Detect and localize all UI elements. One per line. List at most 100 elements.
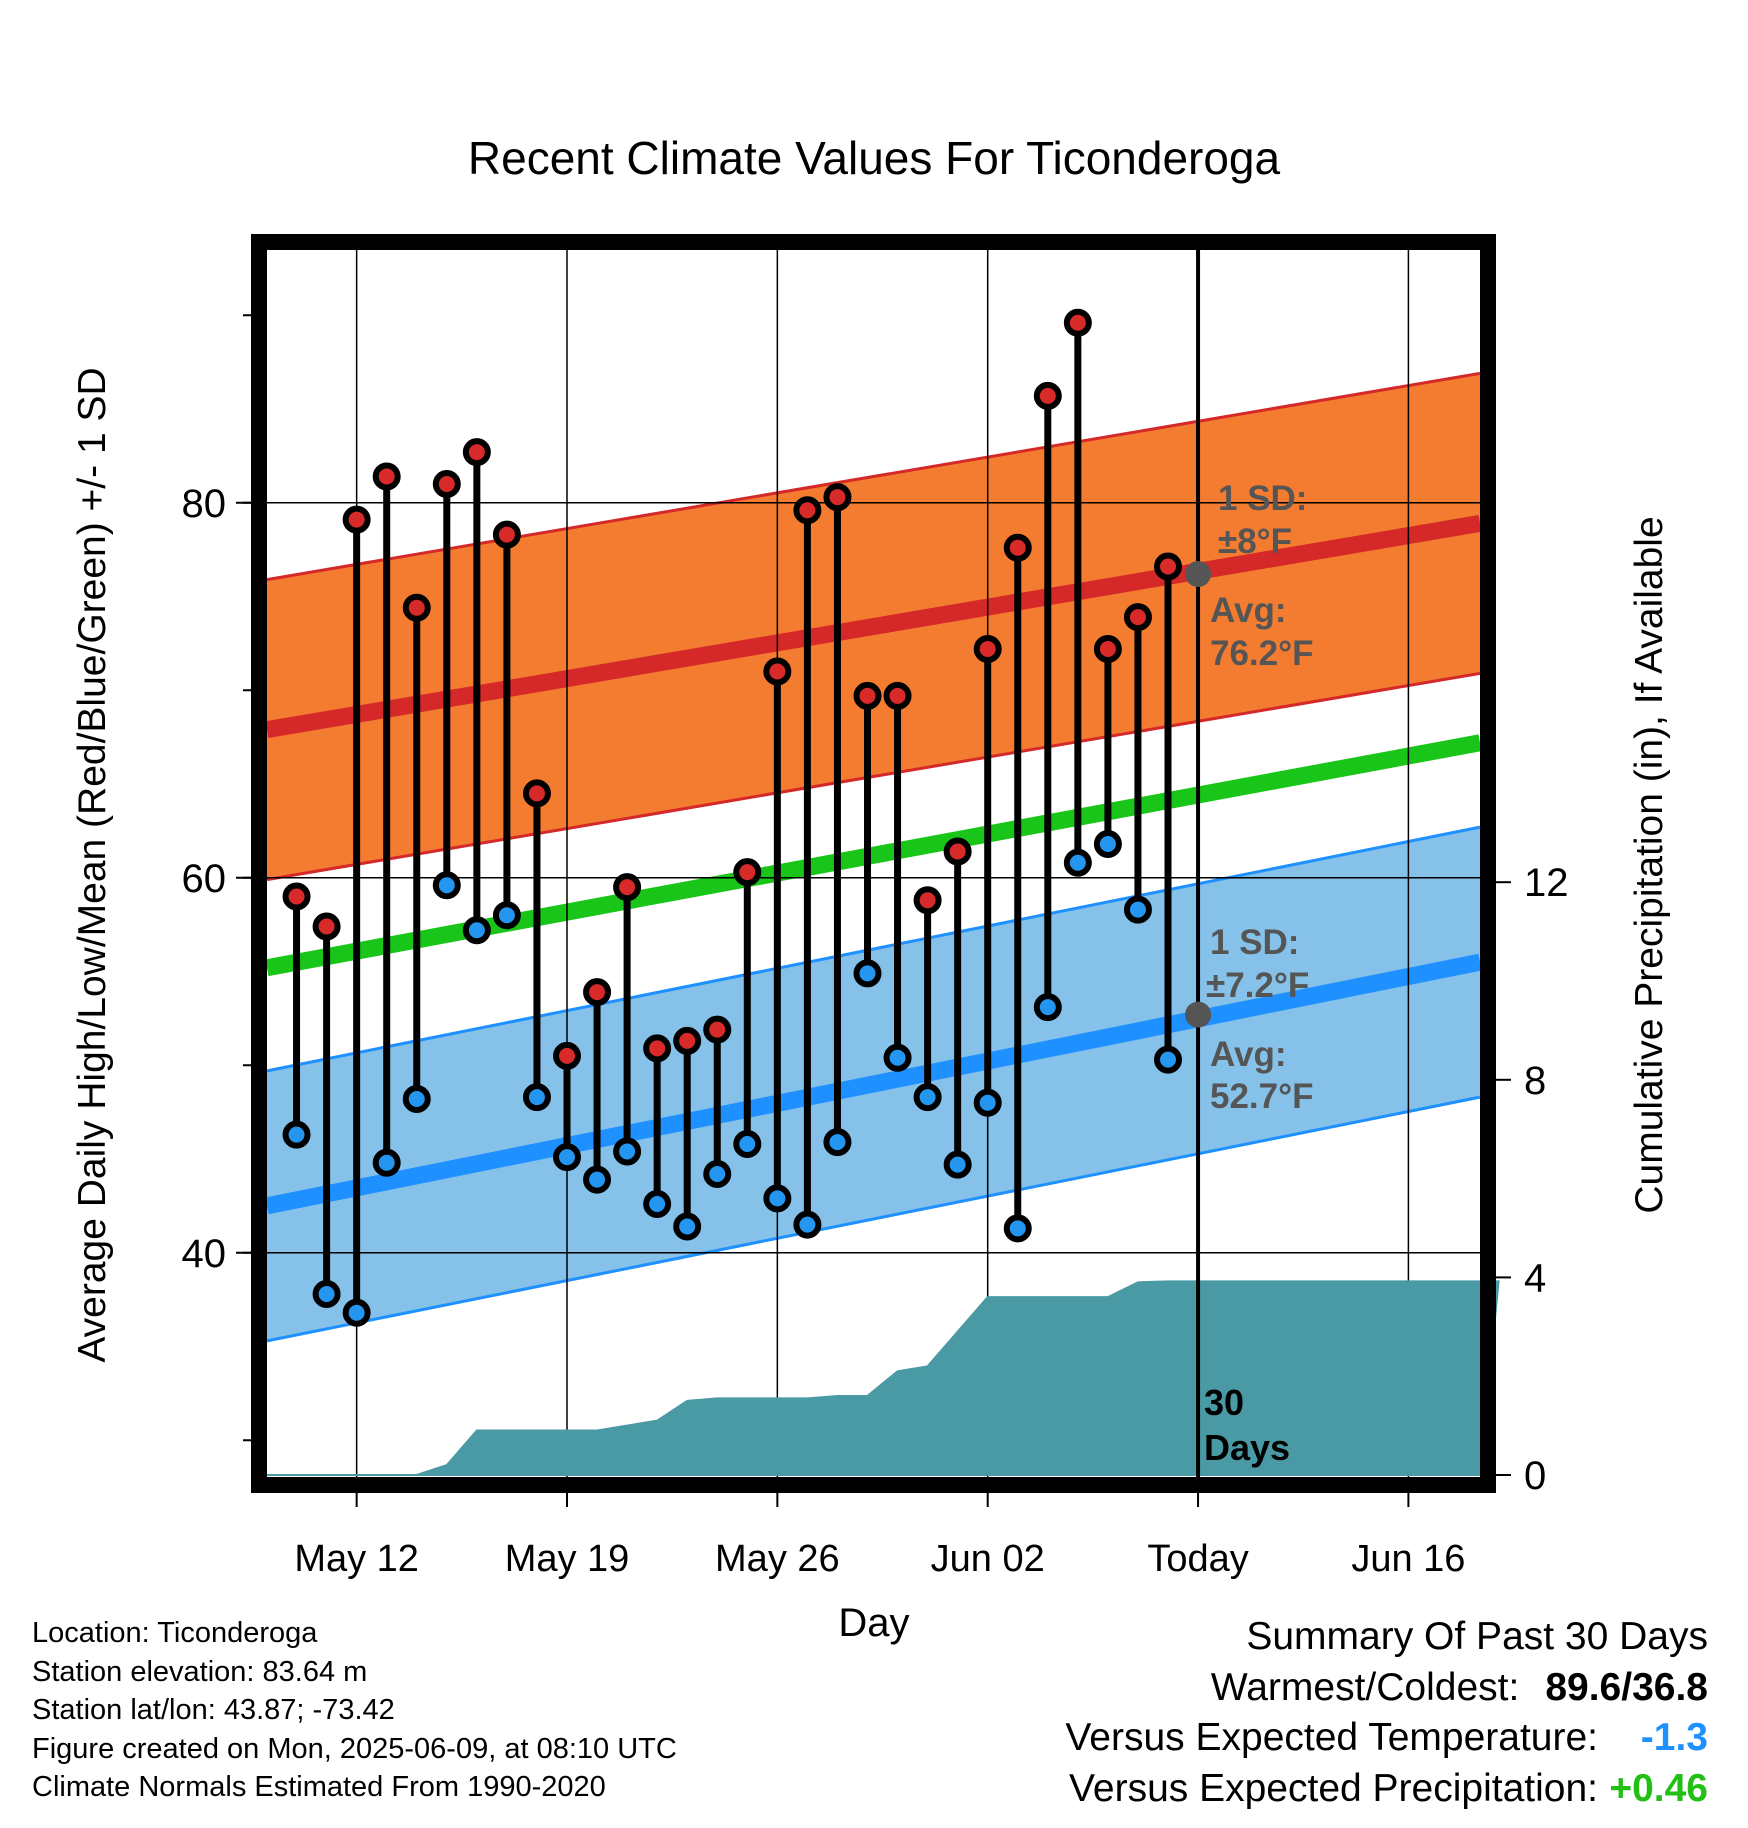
today-high-avg-marker: [1185, 561, 1212, 587]
daily-low-point: [913, 1083, 942, 1112]
daily-low-point: [733, 1130, 762, 1158]
daily-low-point: [282, 1120, 311, 1149]
x-tick-label: May 26: [715, 1538, 840, 1580]
daily-high-point: [1033, 381, 1062, 410]
warmest-row: Warmest/Coldest: 89.6/36.8: [1065, 1663, 1708, 1714]
daily-high-point: [462, 438, 491, 467]
y-tick-label: 80: [182, 482, 227, 526]
normal-high-line: [265, 514, 1482, 739]
x-tick-label: May 19: [505, 1538, 630, 1580]
elevation-text: Station elevation: 83.64 m: [32, 1655, 368, 1688]
daily-low-point: [583, 1165, 612, 1194]
x-tick-label: Jun 02: [931, 1538, 1045, 1580]
y2-tick-label: 12: [1524, 861, 1569, 905]
y2-axis-label: Cumulative Precipitation (in), If Availa…: [1628, 516, 1671, 1213]
daily-high-point: [883, 681, 912, 710]
high-sd-value: ±8°F: [1218, 522, 1292, 561]
daily-low-point: [823, 1128, 852, 1157]
window-days-label: Days: [1204, 1427, 1290, 1468]
normal-high-upper-edge: [266, 371, 1481, 582]
daily-high-point: [763, 657, 792, 686]
daily-low-point: [883, 1043, 912, 1072]
daily-low-point: [553, 1143, 581, 1172]
daily-high-point: [823, 483, 852, 512]
daily-high-point: [1123, 603, 1152, 632]
daily-high-point: [492, 520, 521, 549]
daily-low-point: [973, 1088, 1002, 1117]
low-sd-label: 1 SD:: [1210, 923, 1299, 962]
normal-low-upper-edge: [266, 825, 1481, 1073]
latlon-text: Station lat/lon: 43.87; -73.42: [32, 1694, 395, 1727]
daily-high-point: [432, 470, 461, 498]
temp-value: -1.3: [1640, 1716, 1708, 1759]
daily-high-point: [643, 1034, 672, 1063]
high-avg-label: Avg:: [1210, 591, 1286, 630]
daily-high-point: [793, 496, 822, 525]
daily-high-point: [673, 1026, 702, 1055]
daily-low-point: [1063, 848, 1092, 877]
summary-title: Summary Of Past 30 Days: [1246, 1615, 1708, 1658]
daily-low-point: [522, 1083, 551, 1112]
daily-high-point: [342, 505, 371, 534]
daily-high-point: [1063, 308, 1092, 337]
daily-high-point: [1154, 552, 1182, 581]
precip-label: Versus Expected Precipitation:: [1069, 1766, 1598, 1810]
x-tick-label: Jun 16: [1351, 1538, 1465, 1580]
daily-low-point: [462, 916, 491, 945]
x-tick-label: Today: [1147, 1538, 1248, 1580]
high-sd-label: 1 SD:: [1218, 479, 1307, 518]
y-axis-label: Average Daily High/Low/Mean (Red/Blue/Gr…: [71, 367, 114, 1362]
daily-low-point: [853, 959, 882, 988]
normals-text: Climate Normals Estimated From 1990-2020: [32, 1771, 606, 1804]
normal-low-line: [265, 953, 1482, 1215]
temp-label: Versus Expected Temperature:: [1065, 1716, 1598, 1759]
daily-high-point: [282, 882, 311, 911]
daily-high-point: [553, 1041, 581, 1070]
normal-bands: [265, 371, 1482, 1343]
x-axis-label: Day: [838, 1601, 909, 1645]
precipitation-area: [266, 1280, 1500, 1476]
daily-high-point: [372, 462, 401, 491]
daily-low-point: [643, 1190, 672, 1218]
daily-high-point: [312, 912, 341, 941]
summary-panel: Summary Of Past 30 Days Warmest/Coldest:…: [1065, 1612, 1708, 1814]
daily-low-point: [492, 901, 521, 930]
precip-value: +0.46: [1609, 1766, 1708, 1810]
daily-low-point: [312, 1280, 341, 1308]
daily-low-point: [613, 1137, 642, 1166]
precip-area: [266, 1280, 1500, 1476]
daily-low-point: [372, 1148, 401, 1177]
y2-tick-label: 8: [1524, 1059, 1546, 1103]
daily-low-point: [943, 1150, 972, 1179]
daily-high-point: [613, 873, 642, 902]
daily-high-point: [853, 681, 882, 710]
created-text: Figure created on Mon, 2025-06-09, at 08…: [32, 1732, 677, 1765]
daily-high-point: [522, 779, 551, 808]
daily-high-point: [1003, 533, 1032, 562]
daily-high-point: [703, 1015, 732, 1044]
chart-title: Recent Climate Values For Ticonderoga: [468, 132, 1281, 184]
daily-high-point: [402, 593, 431, 622]
y-tick-label: 40: [182, 1232, 227, 1276]
daily-low-point: [432, 871, 461, 900]
plot-frame: [251, 234, 1496, 1493]
warmest-value: 89.6/36.8: [1545, 1665, 1708, 1709]
warmest-label: Warmest/Coldest:: [1210, 1665, 1520, 1709]
low-avg-label: Avg:: [1210, 1035, 1286, 1074]
precip-row: Versus Expected Precipitation: +0.46: [1065, 1764, 1708, 1815]
daily-low-point: [1123, 895, 1152, 924]
y2-tick-label: 0: [1524, 1454, 1546, 1498]
plot-border: [251, 234, 1496, 1493]
daily-high-point: [583, 978, 612, 1007]
daily-low-point: [763, 1184, 792, 1213]
daily-low-point: [342, 1298, 371, 1327]
daily-low-point: [1003, 1214, 1032, 1243]
daily-low-point: [1154, 1045, 1182, 1074]
y-tick-label: 60: [182, 857, 227, 901]
daily-low-point: [1033, 993, 1062, 1022]
today-low-avg-marker: [1185, 1001, 1212, 1028]
window-days-number: 30: [1204, 1382, 1244, 1423]
x-tick-label: May 12: [294, 1538, 419, 1580]
high-avg-value: 76.2°F: [1210, 634, 1314, 673]
